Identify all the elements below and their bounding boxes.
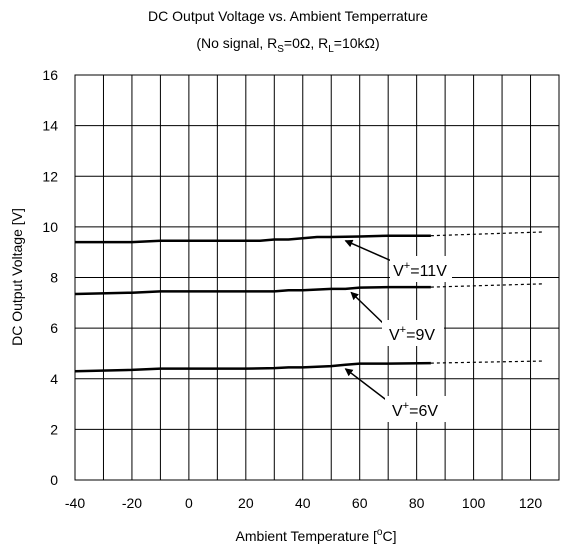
series-line-measured (74, 361, 431, 373)
series-line-extrapolated (430, 283, 545, 288)
x-tick-label: 100 (462, 495, 486, 511)
annotation-label-background (385, 396, 447, 422)
series-line-measured (75, 234, 431, 244)
y-tick-label: 4 (50, 371, 58, 387)
subtitle-prefix: (No signal, R (196, 35, 277, 51)
y-tick-label: 8 (50, 270, 58, 286)
y-tick-labels: 0 2 4 6 8 10 12 14 16 (42, 67, 58, 488)
y-tick-label: 14 (42, 118, 58, 134)
annotation-label-background (382, 320, 444, 346)
x-axis-label-superscript: o (377, 527, 383, 538)
annotation-arrow (344, 368, 390, 403)
series-lines (74, 231, 545, 373)
y-tick-label: 10 (42, 219, 58, 235)
grid (75, 75, 559, 480)
plot-frame (74, 74, 560, 481)
x-axis-label: Ambient Temperature [oC] (236, 527, 397, 544)
x-axis-label-main: Ambient Temperature [ (236, 528, 377, 544)
y-tick-label: 2 (50, 421, 58, 437)
x-tick-labels: -40 -20 0 20 40 60 80 100 120 (65, 495, 543, 511)
annotations: V+=11V V+=9V V+=6V (344, 239, 452, 422)
y-tick-label: 0 (50, 472, 58, 488)
subtitle-mid: =0Ω, R (284, 35, 328, 51)
subtitle-suffix: =10kΩ) (334, 35, 380, 51)
series-label: V+=11V (393, 260, 447, 280)
x-tick-label: 120 (519, 495, 543, 511)
x-tick-label: 80 (409, 495, 425, 511)
subtitle-rs-subscript: S (277, 44, 284, 55)
subtitle-rl-subscript: L (328, 44, 334, 55)
x-tick-label: 20 (238, 495, 254, 511)
x-tick-label: 60 (352, 495, 368, 511)
y-tick-label: 16 (42, 67, 58, 83)
annotation-arrow (344, 239, 395, 263)
chart-subtitle: (No signal, RS=0Ω, RL=10kΩ) (196, 35, 379, 55)
x-tick-label: 0 (185, 495, 193, 511)
y-tick-label: 12 (42, 168, 58, 184)
x-tick-label: -20 (122, 495, 142, 511)
x-axis-label-unit: C] (382, 528, 396, 544)
series-line-extrapolated (430, 231, 545, 237)
y-axis-label: DC Output Voltage [V] (9, 208, 25, 346)
annotation-label-background (390, 256, 452, 282)
series-label: V+=6V (392, 400, 438, 420)
series-label: V+=9V (389, 324, 435, 344)
x-tick-label: -40 (65, 495, 85, 511)
x-tick-label: 40 (295, 495, 311, 511)
chart-title: DC Output Voltage vs. Ambient Temperratu… (148, 8, 428, 24)
annotation-arrow (350, 291, 387, 327)
series-line-measured (74, 285, 431, 296)
y-tick-label: 6 (50, 320, 58, 336)
series-line-extrapolated (430, 360, 545, 364)
